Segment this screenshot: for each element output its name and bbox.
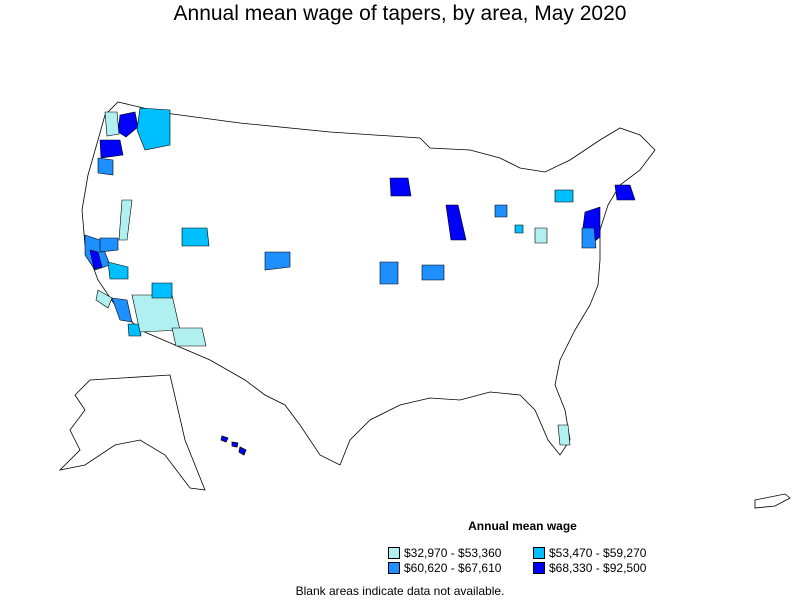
- area-minneapolis: [389, 177, 412, 197]
- area-boston: [614, 184, 636, 201]
- area-az: [131, 294, 181, 333]
- legend-label: $32,970 - $53,360: [404, 546, 502, 560]
- area-la: [111, 297, 133, 323]
- area-ca-south: [95, 289, 113, 309]
- hawaii-islands: [220, 435, 247, 456]
- area-denver: [264, 251, 291, 271]
- area-nj: [581, 227, 597, 249]
- area-central-ca: [107, 261, 129, 280]
- area-detroit: [494, 204, 508, 218]
- alaska-outline: [58, 374, 206, 491]
- area-or: [97, 157, 114, 176]
- area-sd: [127, 323, 142, 337]
- legend-title: Annual mean wage: [468, 519, 577, 533]
- legend-swatch: [388, 547, 400, 559]
- legend-item: $60,620 - $67,610: [388, 561, 501, 575]
- legend-label: $60,620 - $67,610: [404, 561, 502, 575]
- area-az-north: [151, 282, 173, 299]
- area-sacramento: [99, 237, 119, 253]
- legend-item: $53,470 - $59,270: [533, 546, 646, 560]
- area-wa-coast: [104, 111, 120, 137]
- data-note: Blank areas indicate data not available.: [295, 584, 505, 598]
- legend-swatch: [533, 547, 545, 559]
- area-florida: [557, 424, 571, 446]
- area-pittsburgh: [534, 227, 548, 244]
- legend-item: $68,330 - $92,500: [533, 561, 646, 575]
- legend-swatch: [533, 562, 545, 574]
- area-stl: [421, 264, 445, 281]
- area-az-south: [171, 327, 207, 347]
- area-ohio: [514, 224, 524, 234]
- area-chicago: [445, 204, 467, 241]
- area-nevada: [118, 199, 133, 241]
- area-portland: [99, 139, 124, 159]
- area-kc: [379, 261, 399, 285]
- legend-item: $32,970 - $53,360: [388, 546, 501, 560]
- area-utah: [181, 227, 210, 247]
- legend-label: $68,330 - $92,500: [549, 561, 647, 575]
- wage-areas: [84, 107, 636, 446]
- contiguous-us-outline: [81, 101, 656, 466]
- area-sf-core: [89, 249, 103, 270]
- legend-label: $53,470 - $59,270: [549, 546, 647, 560]
- area-upstate-ny: [554, 189, 574, 203]
- puerto-rico: [754, 493, 791, 509]
- legend-swatch: [388, 562, 400, 574]
- map-title: Annual mean wage of tapers, by area, May…: [173, 2, 627, 25]
- area-wa-east: [136, 107, 171, 151]
